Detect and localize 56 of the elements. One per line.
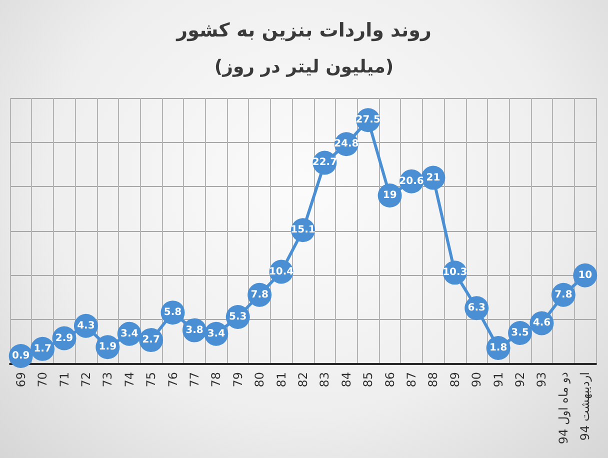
x-tick-label: 69 — [14, 372, 28, 388]
x-tick-label: 75 — [144, 372, 158, 388]
x-tick-label: 89 — [448, 372, 462, 388]
x-tick-label: 76 — [166, 372, 180, 388]
data-label: 4.3 — [77, 320, 95, 332]
data-label: 6.3 — [468, 302, 486, 314]
data-label: 1.7 — [34, 343, 52, 354]
data-label: 3.4 — [207, 328, 226, 340]
x-tick-label: 83 — [318, 372, 332, 388]
data-label: 1.9 — [98, 342, 117, 353]
data-label: 19 — [382, 190, 397, 202]
data-label: 15.1 — [290, 224, 316, 236]
data-label: 5.3 — [229, 312, 247, 323]
chart-subtitle: (میلیون لیتر در روز) — [214, 56, 394, 78]
data-label: 1.8 — [489, 342, 508, 354]
data-label: 4.6 — [532, 318, 551, 329]
x-tick-label: 85 — [361, 372, 376, 388]
data-label: 3.8 — [186, 324, 204, 336]
data-label: 7.8 — [554, 289, 572, 300]
data-label: 2.9 — [55, 332, 74, 344]
x-tick-label: دو ماه اول 94 — [556, 372, 570, 444]
x-tick-label: 88 — [426, 372, 440, 388]
x-tick-label: 92 — [513, 372, 528, 388]
x-tick-label: 71 — [57, 372, 72, 388]
data-label: 0.9 — [12, 350, 30, 362]
data-label: 10.3 — [442, 267, 468, 278]
data-label: 3.5 — [511, 327, 529, 338]
data-label: 10 — [578, 270, 592, 281]
x-tick-label: اردیبهشت 94 — [578, 372, 592, 441]
x-tick-label: 90 — [470, 372, 484, 388]
x-tick-label: 72 — [78, 372, 93, 388]
x-tick-label: 78 — [209, 372, 224, 388]
data-label: 20.6 — [399, 176, 424, 187]
data-label: 3.4 — [120, 328, 138, 340]
x-tick-label: 77 — [187, 372, 202, 388]
chart-title: روند واردات بنزین به کشور — [176, 20, 432, 42]
data-label: 27.5 — [356, 114, 380, 126]
x-tick-label: 93 — [534, 372, 549, 388]
x-tick-label: 73 — [100, 372, 115, 388]
x-tick-label: 91 — [491, 372, 506, 388]
x-tick-label: 80 — [252, 372, 267, 388]
x-tick-label: 81 — [274, 372, 288, 388]
x-tick-label: 74 — [122, 372, 136, 388]
data-label: 10.4 — [268, 266, 294, 278]
data-label: 22.7 — [312, 157, 338, 168]
data-label: 21 — [426, 172, 440, 184]
data-label: 2.7 — [142, 334, 160, 346]
x-tick-label: 84 — [339, 372, 354, 388]
data-label: 7.8 — [250, 289, 268, 300]
data-label: 24.8 — [334, 138, 359, 150]
x-tick-label: 86 — [382, 372, 397, 388]
x-tick-label: 82 — [296, 372, 310, 388]
x-tick-label: 70 — [36, 372, 50, 388]
x-tick-label: 79 — [230, 372, 245, 388]
data-label: 5.8 — [164, 307, 182, 318]
x-tick-label: 87 — [404, 372, 419, 388]
